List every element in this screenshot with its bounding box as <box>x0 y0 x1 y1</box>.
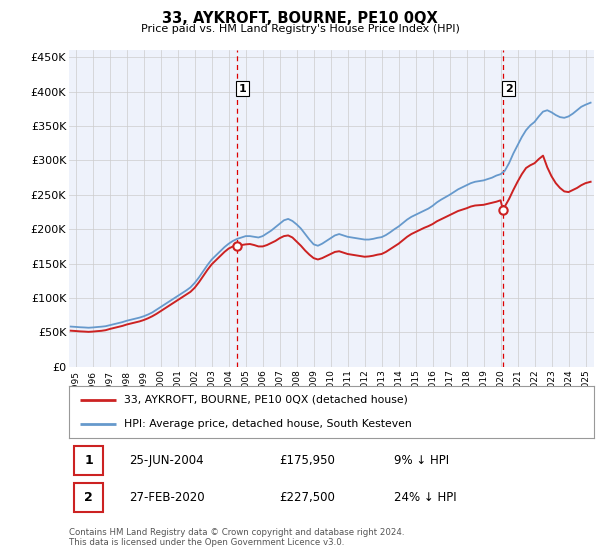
Text: 25-JUN-2004: 25-JUN-2004 <box>130 454 204 467</box>
Text: £175,950: £175,950 <box>279 454 335 467</box>
Text: 27-FEB-2020: 27-FEB-2020 <box>130 491 205 504</box>
Text: 33, AYKROFT, BOURNE, PE10 0QX (detached house): 33, AYKROFT, BOURNE, PE10 0QX (detached … <box>124 395 408 405</box>
Text: 9% ↓ HPI: 9% ↓ HPI <box>395 454 449 467</box>
Text: 2: 2 <box>505 83 512 94</box>
Text: 33, AYKROFT, BOURNE, PE10 0QX: 33, AYKROFT, BOURNE, PE10 0QX <box>162 11 438 26</box>
Text: HPI: Average price, detached house, South Kesteven: HPI: Average price, detached house, Sout… <box>124 419 412 429</box>
Text: 1: 1 <box>85 454 93 467</box>
Text: Contains HM Land Registry data © Crown copyright and database right 2024.
This d: Contains HM Land Registry data © Crown c… <box>69 528 404 547</box>
FancyBboxPatch shape <box>74 483 103 512</box>
Text: 24% ↓ HPI: 24% ↓ HPI <box>395 491 457 504</box>
Text: Price paid vs. HM Land Registry's House Price Index (HPI): Price paid vs. HM Land Registry's House … <box>140 24 460 34</box>
Text: 1: 1 <box>239 83 247 94</box>
FancyBboxPatch shape <box>74 446 103 475</box>
Text: 2: 2 <box>85 491 93 504</box>
Text: £227,500: £227,500 <box>279 491 335 504</box>
